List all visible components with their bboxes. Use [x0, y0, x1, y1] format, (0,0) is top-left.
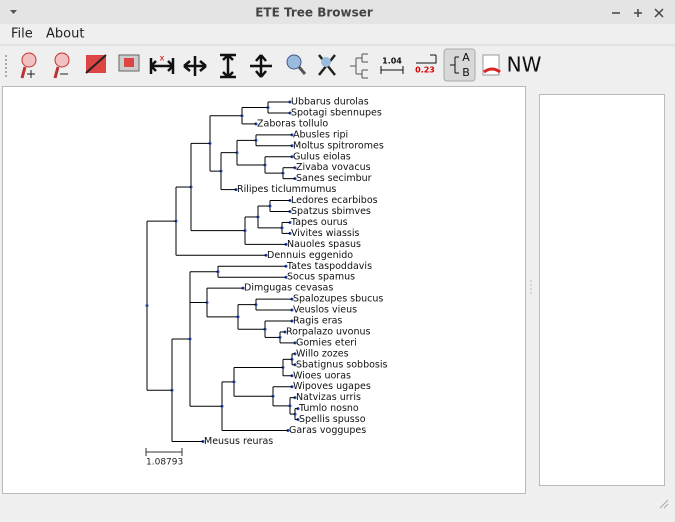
maximize-button[interactable] [634, 9, 642, 17]
toolbar-label: A [462, 51, 470, 64]
resize-grip [659, 499, 669, 509]
leaf-name: Gomies eteri [296, 337, 357, 348]
leaf-name: Veuslos vieus [293, 305, 357, 316]
leaf-name: Dennuis eggenido [267, 250, 353, 261]
leaf-name: Rorpalazo uvonus [286, 326, 371, 337]
zoom-out-button[interactable] [53, 52, 70, 79]
leaf-name: Ledores ecarbibos [291, 195, 378, 206]
show-tree-button[interactable] [350, 53, 368, 79]
y-shrink-button[interactable] [250, 54, 272, 78]
leaf-name: Nauoles spasus [287, 239, 361, 250]
leaf-name: Wipoves ugapes [293, 381, 371, 392]
title-bar [0, 0, 675, 24]
toolbar-label: B [462, 66, 470, 79]
leaf-name: Wioes uoras [293, 370, 351, 381]
scale-label: 1.08793 [146, 458, 183, 468]
clear-search-button[interactable] [318, 54, 336, 76]
leaf-name: Rilipes ticlummumus [237, 184, 336, 195]
leaf-name: Willo zozes [296, 348, 349, 359]
fit-screen-button[interactable] [118, 54, 140, 72]
newick-button[interactable]: NW [507, 53, 542, 77]
render-button[interactable] [482, 54, 501, 76]
leaf-name: Spalozupes sbucus [293, 294, 383, 305]
leaf-name: Ragis eras [293, 316, 342, 327]
toolbar-label: 0.23 [415, 66, 435, 75]
search-button[interactable] [286, 54, 307, 75]
leaf-name: Ubbarus durolas [291, 97, 369, 108]
leaf-name: Tapes ourus [290, 217, 348, 228]
leaf-name: Spatzus sbimves [291, 206, 371, 217]
leaf-name: Vivites wiassis [291, 228, 359, 239]
leaf-name: Dimgugas cevasas [244, 283, 333, 294]
window-title: ETE Tree Browser [255, 6, 373, 20]
toolbar-label: NW [507, 53, 542, 77]
leaf-name: Spellis spusso [299, 414, 366, 425]
close-button[interactable] [654, 8, 664, 18]
leaf-name: Tates taspoddavis [286, 261, 372, 272]
leaf-name: Garas voggupes [289, 425, 366, 436]
leaf-name: Spotagi sbennupes [291, 107, 382, 118]
leaf-name: Gulus eiolas [293, 151, 351, 162]
window-menu-button[interactable] [10, 10, 17, 14]
toolbar: x 1.04 0.23 AB NW [20, 48, 542, 82]
leaf-name: Socus spamus [287, 272, 355, 283]
leaf-name: Abusles ripi [293, 129, 348, 140]
leaf-name: Zivaba vovacus [296, 162, 371, 173]
y-expand-button[interactable] [220, 53, 236, 79]
zoom-in-button[interactable] [20, 52, 37, 79]
toolbar-label: 1.04 [382, 57, 402, 66]
x-shrink-button[interactable] [183, 56, 207, 76]
scale-bar: 1.08793 [145, 448, 183, 468]
fit-button[interactable] [85, 54, 107, 74]
leaf-name-button[interactable]: AB [443, 48, 476, 82]
menu-item[interactable]: About [46, 27, 84, 42]
x-expand-button[interactable]: x [149, 54, 175, 75]
tree-view[interactable] [2, 86, 526, 494]
svg-text:x: x [160, 54, 165, 63]
leaf-name: Natvizas urris [296, 392, 361, 403]
leaf-name: Sbatignus sobbosis [296, 359, 388, 370]
leaf-name: Meusus reuras [204, 436, 273, 447]
leaf-name: Moltus spitroromes [293, 140, 384, 151]
leaf-name: Zaboras tollulo [257, 118, 328, 129]
menu-item[interactable]: File [11, 27, 33, 42]
internal-node [145, 304, 149, 308]
leaf-name: Sanes secimbur [296, 173, 372, 184]
support-button[interactable]: 0.23 [415, 54, 437, 75]
properties-panel [539, 94, 665, 486]
branch-length-button[interactable]: 1.04 [380, 57, 404, 75]
leaf-name: Tumlo nosno [298, 403, 359, 414]
